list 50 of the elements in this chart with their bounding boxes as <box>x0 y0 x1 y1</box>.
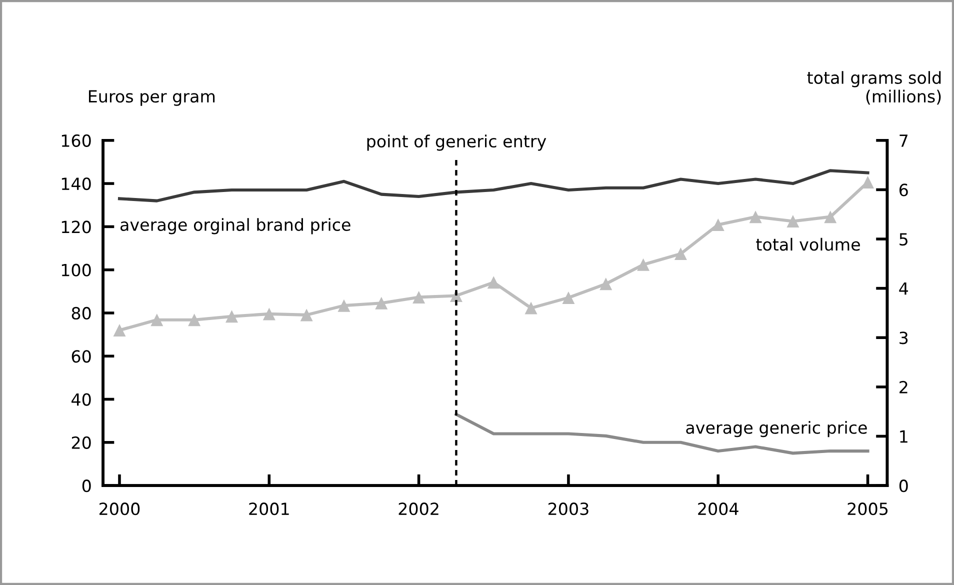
point <box>487 276 500 289</box>
x-tick-label: 2004 <box>698 502 738 516</box>
y-tick-label: 140 <box>62 178 91 190</box>
x-tick-label: 2001 <box>249 502 289 516</box>
ref-line-label: point of generic entry <box>367 134 546 151</box>
x-tick-label: 2005 <box>848 502 888 516</box>
x-tick-label: 2003 <box>548 502 588 516</box>
x-tick-label: 2000 <box>100 502 140 516</box>
y-tick-label: 120 <box>62 220 91 234</box>
line-series <box>454 412 870 455</box>
point <box>674 248 687 260</box>
y-tick-label: 80 <box>72 306 91 320</box>
point <box>300 308 313 322</box>
point <box>524 302 538 314</box>
y-axis-title: Euros per gram <box>88 90 215 106</box>
point <box>712 218 724 231</box>
point <box>113 324 126 336</box>
point <box>786 215 800 228</box>
y2-tick-label: 2 <box>900 380 908 394</box>
x-tick-label: 2002 <box>398 502 438 516</box>
y2-tick-label: 7 <box>900 134 908 147</box>
point <box>412 290 426 304</box>
point <box>338 299 350 312</box>
point <box>262 308 276 320</box>
series-label: average orginal brand price <box>120 218 350 234</box>
line-series <box>118 169 870 202</box>
point <box>824 210 837 224</box>
y2-tick-label: 5 <box>900 233 908 246</box>
y2-axis-title: total grams sold (millions) <box>807 71 941 105</box>
y-tick-label: 160 <box>62 134 91 147</box>
y-tick-label: 60 <box>72 350 91 363</box>
y2-tick-label: 0 <box>899 480 908 492</box>
point <box>188 314 201 326</box>
y-tick-label: 100 <box>62 264 91 276</box>
y-tick-label: 40 <box>72 393 91 406</box>
point <box>225 310 238 323</box>
point <box>600 278 612 290</box>
y2-tick-label: 1 <box>900 430 908 443</box>
series-label: average generic price <box>686 421 867 438</box>
point <box>749 210 762 224</box>
point <box>150 314 164 326</box>
y2-tick-label: 4 <box>899 282 908 295</box>
y2-tick-label: 6 <box>899 184 908 196</box>
point <box>562 291 575 304</box>
y-tick-label: 0 <box>82 480 91 492</box>
y-tick-label: 20 <box>72 436 91 449</box>
y2-tick-label: 3 <box>900 332 908 344</box>
point <box>637 258 650 271</box>
series-label: total volume <box>756 238 860 251</box>
point <box>375 296 388 310</box>
